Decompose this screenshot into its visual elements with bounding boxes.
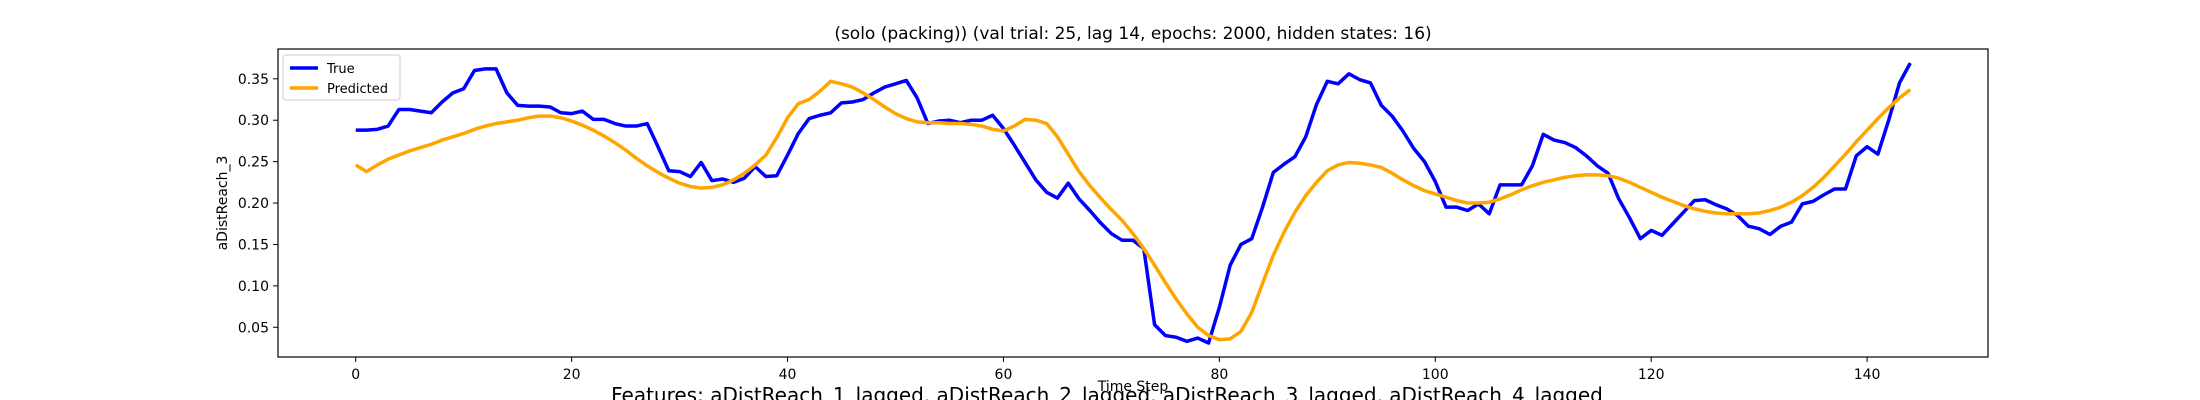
x-tick-label: 40 [779,367,797,383]
x-tick-label: 140 [1854,367,1881,383]
x-tick-label: 60 [995,367,1013,383]
chart-title: (solo (packing)) (val trial: 25, lag 14,… [834,24,1431,44]
x-tick-label: 80 [1210,367,1228,383]
y-tick-label: 0.35 [238,72,269,88]
x-tick-label: 120 [1638,367,1665,383]
legend-label: True [326,62,355,77]
x-tick-label: 100 [1422,367,1449,383]
axes-frame [277,48,1989,358]
data-line [355,62,1912,345]
footer-text: Features: aDistReach_1_lagged, aDistReac… [611,383,1603,400]
y-tick-label: 0.25 [238,155,269,171]
x-axis-label: Time Step [1097,379,1169,395]
x-tick-label: 20 [563,367,581,383]
y-tick-label: 0.05 [238,320,269,336]
y-tick-label: 0.10 [238,279,269,295]
y-tick-label: 0.30 [238,113,269,129]
data-line [354,79,1912,342]
y-tick-label: 0.15 [238,237,269,253]
y-axis-label: aDistReach_3 [215,156,231,251]
x-tick-label: 0 [351,367,360,383]
y-tick-label: 0.20 [238,196,269,212]
legend-label: Predicted [327,82,388,97]
